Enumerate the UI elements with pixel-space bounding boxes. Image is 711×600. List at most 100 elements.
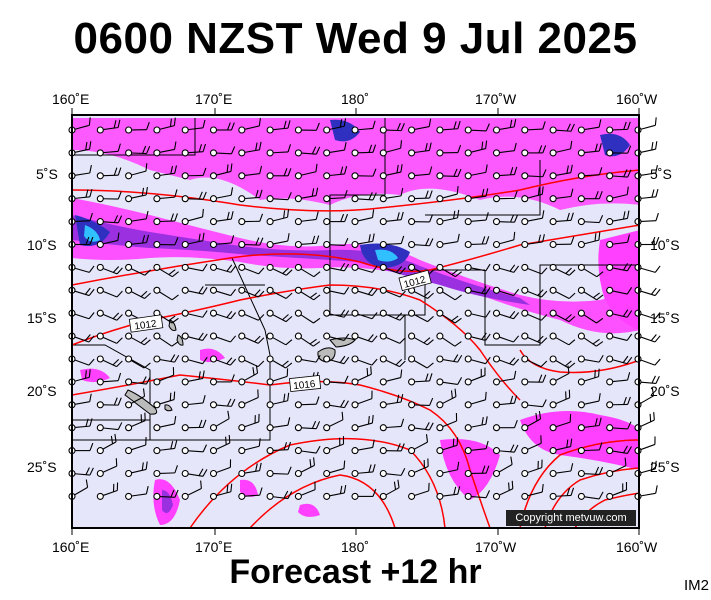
wind-barb [549, 414, 572, 432]
wind-barb [153, 286, 179, 301]
wind-barb [606, 372, 631, 386]
wind-barb [68, 236, 94, 249]
wind-barb [238, 286, 265, 298]
wind-barb [181, 309, 208, 318]
wind-barb [125, 332, 151, 346]
wind-barb [521, 459, 543, 478]
wind-barb [153, 237, 179, 249]
lat-label-left-15s: 15˚S [27, 310, 57, 326]
wind-barb [266, 120, 291, 134]
wind-barb [294, 286, 321, 301]
wind-barb [323, 355, 350, 365]
wind-barb [153, 213, 178, 226]
rain-east-edge [598, 230, 640, 330]
wind-barb [521, 210, 545, 226]
lon-label-bottom-170w: 170˚W [475, 539, 517, 555]
wind-barb [181, 419, 207, 432]
isobar-label-2-text: 1012 [134, 319, 158, 333]
wind-barb [351, 120, 376, 134]
wind-barb [209, 459, 232, 478]
wind-barb [125, 163, 148, 180]
wind-barb [181, 468, 208, 478]
wind-barb [436, 120, 461, 134]
wind-barb [464, 236, 490, 249]
wind-barb [323, 484, 347, 500]
wind-barb [209, 286, 237, 297]
wind-barb [464, 212, 489, 226]
wind-barb [577, 466, 604, 478]
wind-barb [323, 411, 344, 432]
wind-barb [379, 164, 403, 180]
wind-barb [464, 286, 491, 295]
wind-barb [492, 355, 520, 366]
wind-barb [96, 167, 122, 180]
wind-barb [606, 332, 633, 341]
wind-barb [464, 440, 489, 455]
wind-barb [577, 214, 604, 226]
wind-barb [96, 433, 117, 455]
wind-barb [209, 163, 233, 180]
wind-barb [96, 143, 121, 157]
wind-barb [209, 122, 235, 134]
wind-barb [351, 332, 378, 343]
wind-barb [436, 263, 462, 278]
wind-barb [351, 439, 375, 455]
lon-label-top-170e: 170˚E [195, 91, 233, 107]
wind-barb [266, 286, 293, 299]
wind-barb [266, 168, 292, 180]
wind-barb [209, 398, 236, 409]
wind-barb [549, 309, 576, 323]
wind-barb [323, 375, 349, 386]
wind-barb [436, 412, 458, 432]
wind-barb [379, 355, 406, 368]
wind-barb [209, 355, 237, 366]
wind-barb [351, 168, 377, 180]
wind-barb [436, 461, 460, 478]
wind-barb [96, 286, 123, 298]
wind-barb [464, 140, 488, 157]
wind-barb [379, 369, 403, 386]
isobar-1016 [71, 374, 491, 529]
wind-barb [464, 416, 488, 432]
wind-barb [549, 286, 576, 299]
wind-barb [464, 123, 490, 134]
wind-barb [606, 186, 629, 203]
rain-band-main-core [72, 215, 530, 305]
wind-barb [96, 119, 121, 134]
wind-barb [408, 373, 433, 386]
lon-label-top-170w: 170˚W [475, 91, 517, 107]
wind-barb [181, 232, 205, 249]
wind-barb [464, 391, 487, 409]
wind-barb [492, 332, 520, 343]
wind-barb [294, 122, 320, 134]
wind-barb [351, 415, 374, 432]
wind-barb [436, 186, 459, 203]
wind-barb [294, 146, 321, 157]
wind-barb [577, 143, 602, 157]
rain-patch-c [240, 479, 258, 497]
wind-barb [96, 482, 119, 500]
wind-barb [266, 263, 293, 276]
wind-barb [153, 465, 178, 478]
wind-barb [549, 212, 574, 226]
lat-label-right-25s: 25˚S [650, 459, 680, 475]
wind-barb [153, 440, 178, 455]
land-masses [124, 319, 356, 415]
wind-barb [606, 169, 632, 180]
wind-barb [181, 370, 205, 386]
wind-barb [408, 397, 434, 409]
wind-barb [606, 286, 633, 295]
lon-label-top-180: 180˚ [341, 91, 370, 107]
wind-barb [436, 388, 457, 409]
wind-barb [492, 309, 520, 320]
wind-barb [153, 165, 178, 180]
wind-barb [379, 263, 406, 275]
wind-barb [181, 355, 208, 365]
wind-barb [464, 332, 491, 341]
wind-barb [436, 437, 459, 455]
wind-barb [153, 117, 176, 134]
wind-barb [577, 167, 603, 180]
wind-barb [492, 395, 518, 409]
rain-heavy-north [330, 119, 360, 142]
wind-barb [323, 189, 348, 203]
